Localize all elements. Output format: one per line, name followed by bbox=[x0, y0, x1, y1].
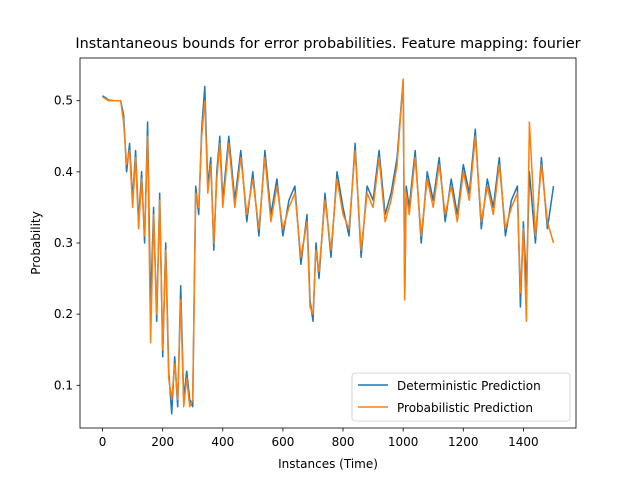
x-tick-label: 1400 bbox=[508, 435, 539, 449]
y-tick-label: 0.3 bbox=[54, 236, 73, 250]
x-tick-label: 600 bbox=[271, 435, 294, 449]
series-line-probabilistic bbox=[102, 78, 555, 408]
x-tick-label: 1000 bbox=[388, 435, 419, 449]
y-tick-label: 0.1 bbox=[54, 378, 73, 392]
y-axis-ticks: 0.1 0.2 0.3 0.4 0.5 bbox=[54, 94, 80, 392]
legend-label-deterministic: Deterministic Prediction bbox=[397, 379, 541, 393]
x-tick-label: 1200 bbox=[448, 435, 479, 449]
plot-area bbox=[80, 58, 576, 428]
y-axis-label: Probability bbox=[29, 211, 43, 274]
x-tick-label: 200 bbox=[151, 435, 174, 449]
x-tick-label: 800 bbox=[332, 435, 355, 449]
legend: Deterministic Prediction Probabilistic P… bbox=[351, 372, 571, 422]
x-axis-label: Instances (Time) bbox=[278, 457, 378, 471]
series-layer bbox=[102, 78, 555, 415]
x-axis-ticks: 0 200 400 600 800 1000 1200 1400 bbox=[99, 428, 539, 449]
legend-label-probabilistic: Probabilistic Prediction bbox=[397, 401, 533, 415]
x-tick-label: 0 bbox=[99, 435, 107, 449]
y-tick-label: 0.4 bbox=[54, 165, 73, 179]
legend-box bbox=[351, 372, 571, 422]
y-tick-label: 0.5 bbox=[54, 94, 73, 108]
x-tick-label: 400 bbox=[211, 435, 234, 449]
chart-title: Instantaneous bounds for error probabili… bbox=[75, 36, 580, 52]
y-tick-label: 0.2 bbox=[54, 307, 73, 321]
